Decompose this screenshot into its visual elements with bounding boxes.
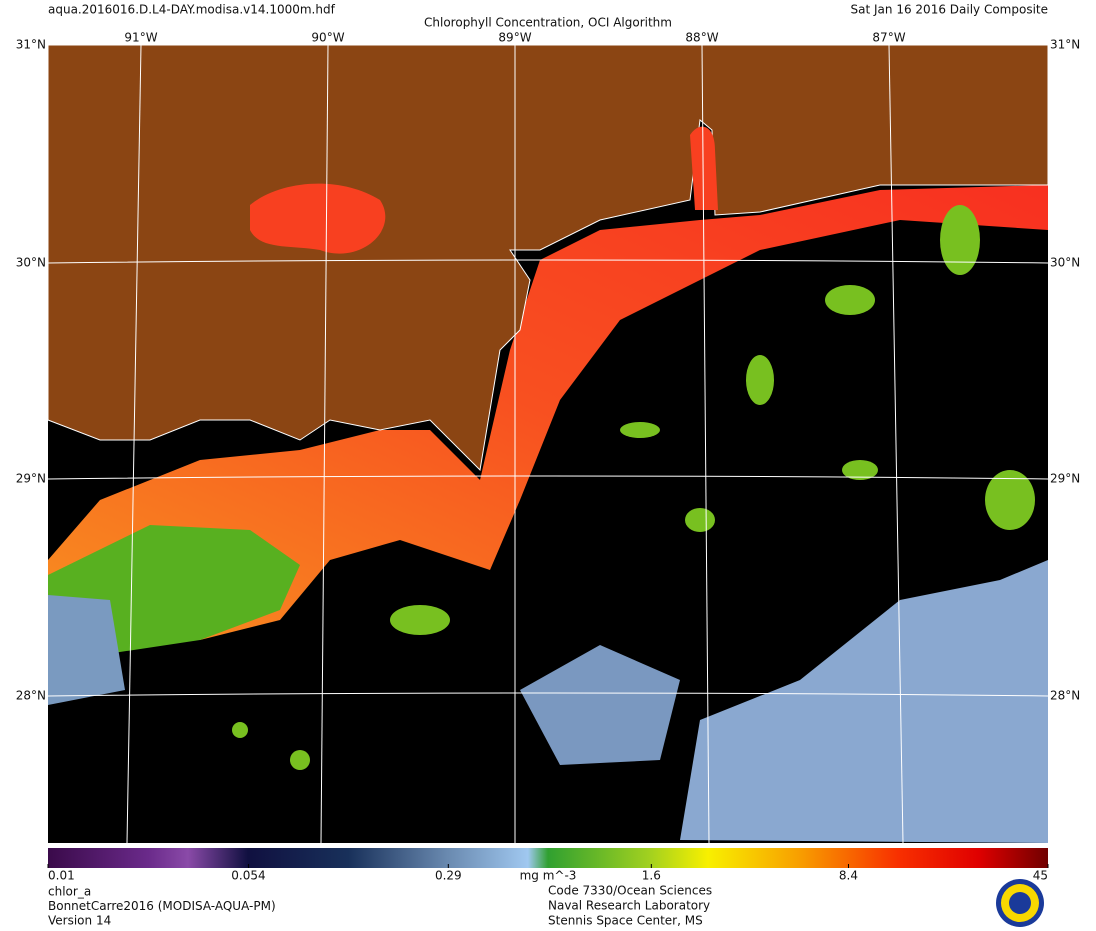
longitude-line <box>320 44 329 844</box>
longitude-line <box>701 44 710 844</box>
lat-label-left: 30°N <box>16 256 46 270</box>
colorbar-tick-label: 0.29 <box>435 869 462 883</box>
footer-left: Version 14 <box>48 914 111 928</box>
lat-label-right: 30°N <box>1050 256 1080 270</box>
colorbar-tick-label: 8.4 <box>839 869 858 883</box>
chlorophyll-low <box>520 645 680 765</box>
footer-left: BonnetCarre2016 (MODISA-AQUA-PM) <box>48 899 276 913</box>
colorbar-unit: mg m^-3 <box>520 869 577 883</box>
chlorophyll-low <box>680 560 1048 843</box>
lat-label-right: 31°N <box>1050 38 1080 52</box>
colorbar-tick-label: 0.054 <box>231 869 265 883</box>
latitude-line <box>47 692 1049 697</box>
land <box>47 44 1049 472</box>
latitude-line <box>47 259 1049 264</box>
chlorophyll-coastal <box>48 185 1048 640</box>
lon-label: 88°W <box>685 31 718 45</box>
lat-label-left: 31°N <box>16 38 46 52</box>
title: Chlorophyll Concentration, OCI Algorithm <box>424 16 672 30</box>
lake <box>250 183 386 254</box>
lat-label-right: 29°N <box>1050 472 1080 486</box>
filename: aqua.2016016.D.L4-DAY.modisa.v14.1000m.h… <box>48 3 336 17</box>
graticule: 31°N 31°N 30°N 30°N 29°N 29°N 28°N 28°N 91°W 90°W… <box>16 31 1080 844</box>
date: Sat Jan 16 2016 Daily Composite <box>851 3 1048 17</box>
footer-right: Code 7330/Ocean Sciences <box>548 884 712 898</box>
lon-label: 91°W <box>124 31 157 45</box>
colorbar-tick-label: 45 <box>1033 869 1048 883</box>
lat-label-right: 28°N <box>1050 689 1080 703</box>
footer-right: Naval Research Laboratory <box>548 899 710 913</box>
colorbar-tick-label: 1.6 <box>642 869 661 883</box>
colorbar <box>48 848 1048 868</box>
longitude-line <box>126 44 142 844</box>
lat-label-left: 28°N <box>16 689 46 703</box>
longitude-line <box>888 44 904 844</box>
logo <box>996 879 1044 927</box>
colorbar-tick-label: 0.01 <box>48 869 75 883</box>
chlorophyll-patches <box>232 205 1035 770</box>
lat-label-left: 29°N <box>16 472 46 486</box>
footer-right: Stennis Space Center, MS <box>548 914 703 928</box>
map <box>47 44 1049 843</box>
chlorophyll-low <box>48 595 125 705</box>
lon-label: 90°W <box>311 31 344 45</box>
bay <box>690 126 718 210</box>
lon-label: 89°W <box>498 31 531 45</box>
footer-left: chlor_a <box>48 885 91 899</box>
lon-label: 87°W <box>872 31 905 45</box>
latitude-line <box>47 475 1049 480</box>
